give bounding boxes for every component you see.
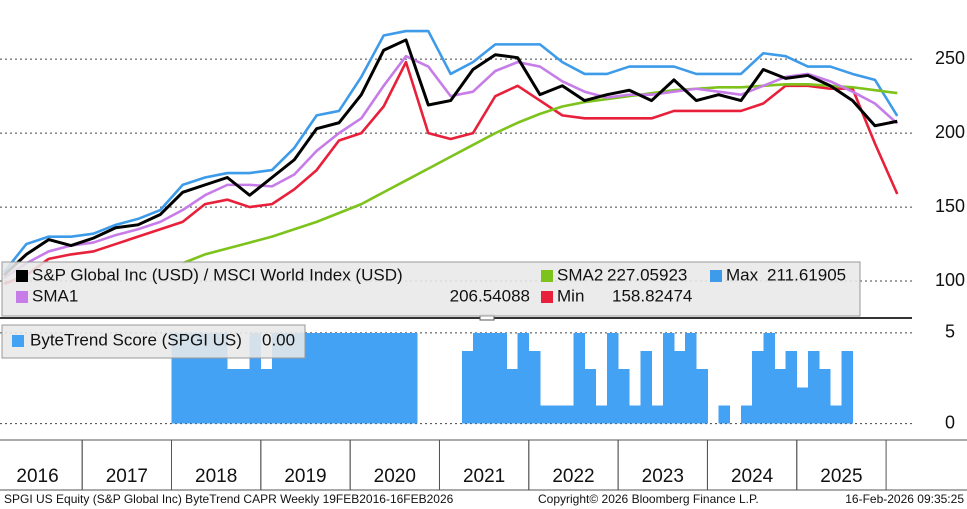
score-bar: [830, 405, 842, 424]
score-bar: [718, 405, 731, 424]
score-bar: [171, 332, 184, 424]
score-bar: [338, 332, 351, 424]
score-bar: [260, 369, 273, 424]
score-bar: [361, 332, 373, 424]
score-bar: [204, 332, 217, 424]
score-bar: [495, 332, 507, 424]
legend-marker: [541, 291, 553, 303]
legend-marker: [12, 335, 24, 347]
score-bar: [774, 369, 787, 424]
footer-left: SPGI US Equity (S&P Global Inc) ByteTren…: [4, 492, 454, 506]
y-tick-label: 0: [945, 412, 955, 432]
score-bar: [327, 332, 340, 424]
score-bar: [606, 332, 619, 424]
series-line: [2, 38, 898, 277]
x-tick-label: 2023: [642, 466, 684, 487]
x-tick-label: 2024: [731, 466, 774, 487]
legend-label: S&P Global Inc (USD) / MSCI World Index …: [32, 265, 403, 284]
series-line: [182, 83, 898, 265]
legend-value: 227.05923: [607, 265, 687, 284]
score-bar: [696, 369, 708, 424]
score-bar: [629, 405, 641, 424]
score-bar: [673, 351, 686, 424]
y-tick-label: 5: [945, 322, 955, 342]
legend-value: 211.61905: [767, 265, 846, 284]
legend-label: SMA1: [32, 286, 78, 305]
score-bar: [651, 405, 664, 424]
score-bar: [595, 405, 608, 424]
legend-value: 0.00: [262, 330, 295, 349]
y-tick-label: 250: [935, 48, 965, 68]
x-tick-label: 2017: [106, 466, 148, 487]
score-bar: [271, 332, 284, 424]
series-line: [3, 60, 899, 286]
score-bar: [528, 351, 541, 424]
score-bar: [796, 387, 809, 424]
x-tick-label: 2020: [374, 466, 416, 487]
y-tick-label: 200: [935, 122, 965, 142]
score-bar: [662, 332, 675, 424]
legend-value: 206.54088: [450, 286, 530, 305]
score-bar: [182, 332, 195, 424]
score-bar: [461, 351, 474, 424]
score-bar: [294, 332, 306, 424]
score-bar: [562, 405, 574, 424]
score-bar: [394, 332, 407, 424]
legend-value: 158.82474: [612, 286, 692, 305]
score-bar: [238, 369, 251, 424]
footer-right: 16-Feb-2026 09:35:25: [845, 492, 964, 506]
score-bar: [316, 332, 329, 424]
score-bar: [249, 332, 262, 424]
score-bar: [551, 405, 563, 424]
score-bar: [752, 351, 764, 424]
score-bar: [584, 369, 597, 424]
score-bar: [305, 332, 318, 424]
score-bar: [685, 332, 697, 424]
x-tick-label: 2016: [16, 466, 58, 487]
score-bar: [640, 351, 653, 424]
score-bar: [283, 332, 295, 424]
score-bar: [472, 332, 485, 424]
score-bar: [216, 332, 228, 424]
score-bar: [819, 369, 831, 424]
score-bar: [841, 351, 853, 424]
score-bar: [372, 332, 385, 424]
legend-marker: [16, 270, 28, 282]
score-bar: [484, 332, 496, 424]
x-tick-label: 2022: [552, 466, 594, 487]
score-bar: [193, 332, 206, 424]
series-line: [3, 29, 899, 273]
legend-label: Min: [557, 286, 584, 305]
score-bar: [785, 351, 798, 424]
score-bar: [740, 405, 753, 424]
score-bar: [383, 332, 396, 424]
score-bar: [763, 332, 775, 424]
score-bar: [350, 332, 362, 424]
score-bar: [405, 332, 418, 424]
legend-label: ByteTrend Score (SPGI US): [30, 330, 242, 349]
score-bar: [618, 369, 630, 424]
score-bar: [506, 369, 519, 424]
score-bar: [807, 351, 820, 424]
legend-marker: [541, 270, 553, 282]
x-tick-label: 2019: [284, 466, 326, 487]
legend-box: [1, 324, 306, 359]
y-tick-label: 100: [935, 270, 965, 290]
footer-center: Copyright© 2026 Bloomberg Finance L.P.: [538, 492, 759, 506]
legend-marker: [710, 270, 722, 282]
x-tick-label: 2018: [195, 466, 237, 487]
score-bar: [539, 405, 552, 424]
score-bar: [227, 369, 239, 424]
x-tick-label: 2025: [820, 466, 862, 487]
score-bar: [517, 332, 530, 424]
legend-marker: [16, 291, 28, 303]
y-tick-label: 150: [935, 196, 965, 216]
legend-label: Max: [726, 265, 759, 284]
score-bar: [573, 332, 586, 424]
legend-label: SMA2: [557, 265, 603, 284]
x-tick-label: 2021: [463, 466, 505, 487]
